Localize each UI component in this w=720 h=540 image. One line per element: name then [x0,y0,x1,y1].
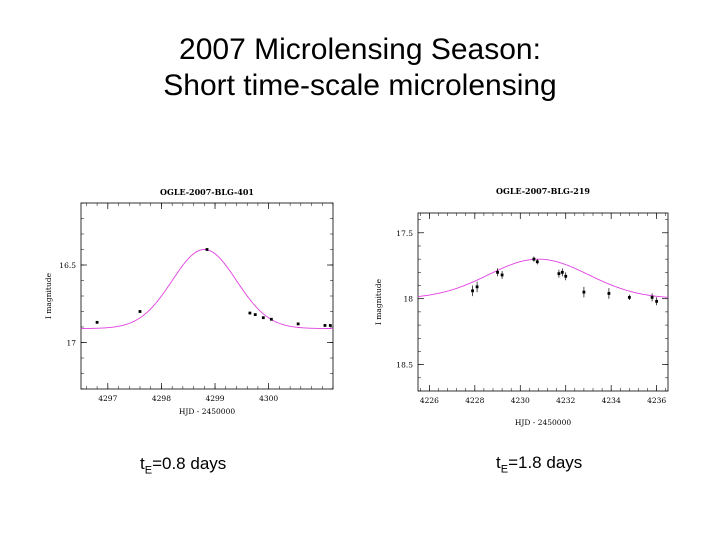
data-point [323,324,327,327]
x-tick-label: 4300 [259,394,278,403]
x-tick-label: 4299 [205,394,224,403]
data-point [269,317,273,321]
data-point [607,292,611,295]
x-axis-label: HJD - 2450000 [515,418,571,427]
y-tick-label: 18.5 [396,361,413,370]
data-point [261,316,265,320]
data-point [138,310,142,313]
data-point [253,313,257,316]
data-point [564,274,568,278]
data-point [500,273,504,277]
x-axis-label: HJD - 2450000 [179,407,235,416]
data-point [296,322,300,326]
chart-frame [417,212,669,392]
x-tick-label: 4236 [647,396,666,405]
data-point [650,295,654,299]
data-point [655,299,659,303]
data-point [535,260,539,264]
slide-title-line-2: Short time-scale microlensing [163,69,557,102]
model-curve [417,258,669,298]
y-axis-label: I magnitude [44,272,53,319]
slide-title: 2007 Microlensing Season: Short time-sca… [0,32,720,104]
caption-left: tE=0.8 days [140,454,227,477]
data-point [582,290,586,294]
slide-title-line-1: 2007 Microlensing Season: [179,33,541,66]
x-tick-label: 4298 [152,394,171,403]
data-point [471,289,474,293]
data-point [532,257,536,261]
y-axis-label: I magnitude [374,278,383,325]
chart-2: OGLE-2007-BLG-219 HJD - 2450000 I magnitud… [374,186,669,427]
data-point [205,248,209,251]
y-tick-label: 18 [403,295,413,304]
chart-1: OGLE-2007-BLG-401 HJD - 2450000 I magnitud… [44,187,334,416]
data-point [95,320,99,324]
x-tick-label: 4230 [511,396,530,405]
model-curve [80,249,333,329]
data-point [475,285,479,289]
data-point [496,270,499,274]
data-point [557,272,561,276]
chart-title: OGLE-2007-BLG-401 [160,187,254,197]
x-tick-label: 4228 [465,396,484,405]
chart-frame [80,202,334,390]
y-tick-label: 17.5 [396,229,413,238]
data-point [248,311,252,315]
x-tick-label: 4232 [556,396,575,405]
data-point [627,295,631,299]
x-tick-label: 4234 [602,396,621,405]
data-point [560,270,564,274]
y-tick-label: 17 [66,339,76,348]
caption-right: tE=1.8 days [496,453,583,476]
chart-title: OGLE-2007-BLG-219 [496,186,590,196]
data-point [328,324,332,327]
y-tick-label: 16.5 [59,261,76,270]
x-tick-label: 4297 [98,394,117,403]
x-tick-label: 4226 [420,396,439,405]
